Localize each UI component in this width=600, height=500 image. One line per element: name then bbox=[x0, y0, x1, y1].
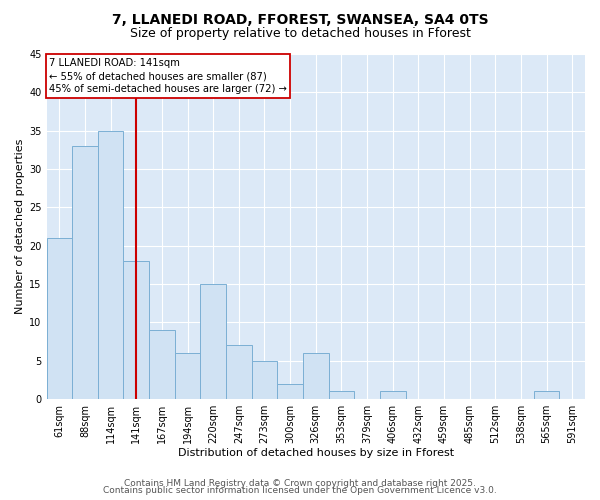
Bar bbox=[200, 284, 226, 399]
Bar bbox=[72, 146, 98, 399]
Text: Contains HM Land Registry data © Crown copyright and database right 2025.: Contains HM Land Registry data © Crown c… bbox=[124, 478, 476, 488]
Bar bbox=[124, 261, 149, 399]
Bar bbox=[534, 392, 559, 399]
Text: 7, LLANEDI ROAD, FFOREST, SWANSEA, SA4 0TS: 7, LLANEDI ROAD, FFOREST, SWANSEA, SA4 0… bbox=[112, 12, 488, 26]
Y-axis label: Number of detached properties: Number of detached properties bbox=[15, 139, 25, 314]
Bar bbox=[380, 392, 406, 399]
Bar bbox=[149, 330, 175, 399]
Bar bbox=[47, 238, 72, 399]
Bar bbox=[251, 361, 277, 399]
Bar bbox=[226, 346, 251, 399]
Bar bbox=[277, 384, 303, 399]
Text: 7 LLANEDI ROAD: 141sqm
← 55% of detached houses are smaller (87)
45% of semi-det: 7 LLANEDI ROAD: 141sqm ← 55% of detached… bbox=[49, 58, 287, 94]
Bar bbox=[329, 392, 354, 399]
Bar bbox=[175, 353, 200, 399]
Bar bbox=[98, 130, 124, 399]
Text: Size of property relative to detached houses in Fforest: Size of property relative to detached ho… bbox=[130, 28, 470, 40]
X-axis label: Distribution of detached houses by size in Fforest: Distribution of detached houses by size … bbox=[178, 448, 454, 458]
Text: Contains public sector information licensed under the Open Government Licence v3: Contains public sector information licen… bbox=[103, 486, 497, 495]
Bar bbox=[303, 353, 329, 399]
